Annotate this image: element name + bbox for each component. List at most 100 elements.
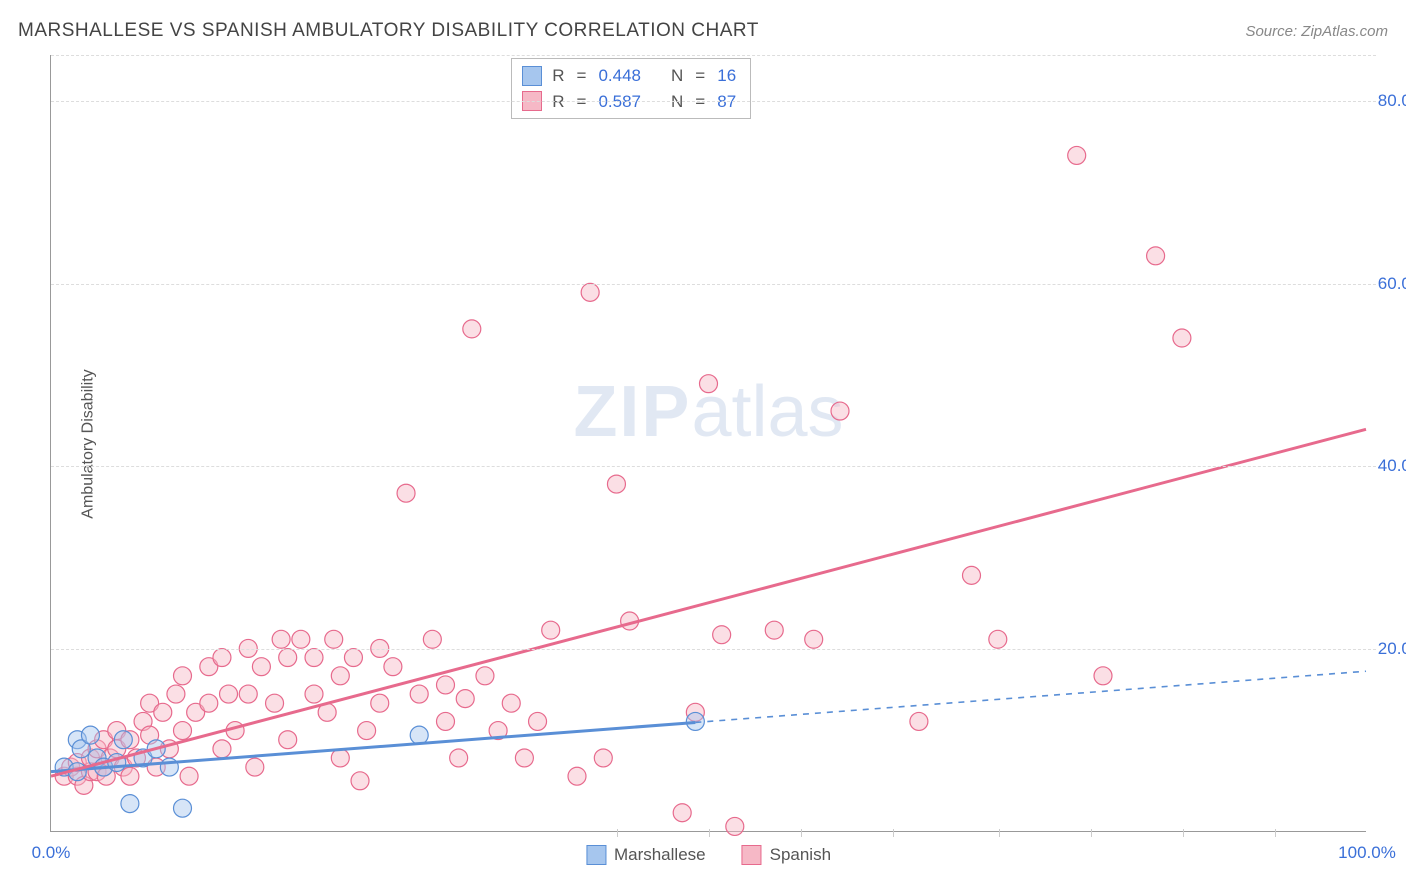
- data-point: [726, 817, 744, 835]
- data-point: [581, 283, 599, 301]
- r-value-0: 0.448: [598, 63, 641, 89]
- data-point: [305, 685, 323, 703]
- bottom-legend: Marshallese Spanish: [586, 845, 831, 865]
- xtick-minor: [1183, 829, 1184, 837]
- data-point: [305, 649, 323, 667]
- data-point: [529, 712, 547, 730]
- data-point: [568, 767, 586, 785]
- xtick-minor: [893, 829, 894, 837]
- legend-stats-box: R = 0.448 N = 16 R = 0.587 N = 87: [511, 58, 751, 119]
- data-point: [174, 722, 192, 740]
- data-point: [594, 749, 612, 767]
- chart-source: Source: ZipAtlas.com: [1245, 23, 1388, 40]
- data-point: [344, 649, 362, 667]
- data-point: [180, 767, 198, 785]
- data-point: [437, 676, 455, 694]
- xtick-minor: [709, 829, 710, 837]
- data-point: [154, 703, 172, 721]
- data-point: [213, 740, 231, 758]
- data-point: [831, 402, 849, 420]
- xtick-minor: [1275, 829, 1276, 837]
- xtick-minor: [617, 829, 618, 837]
- data-point: [292, 630, 310, 648]
- gridline-h: [51, 55, 1376, 56]
- data-point: [252, 658, 270, 676]
- data-point: [331, 667, 349, 685]
- data-point: [266, 694, 284, 712]
- n-value-0: 16: [717, 63, 736, 89]
- data-point: [272, 630, 290, 648]
- data-point: [121, 795, 139, 813]
- data-point: [397, 484, 415, 502]
- gridline-h: [51, 284, 1376, 285]
- data-point: [325, 630, 343, 648]
- data-point: [910, 712, 928, 730]
- data-point: [358, 722, 376, 740]
- legend-label-0: Marshallese: [614, 845, 706, 865]
- data-point: [351, 772, 369, 790]
- data-point: [542, 621, 560, 639]
- data-point: [331, 749, 349, 767]
- gridline-h: [51, 101, 1376, 102]
- data-point: [410, 685, 428, 703]
- ytick-label: 40.0%: [1371, 456, 1406, 476]
- data-point: [805, 630, 823, 648]
- data-point: [200, 694, 218, 712]
- gridline-h: [51, 466, 1376, 467]
- data-point: [450, 749, 468, 767]
- data-point: [213, 649, 231, 667]
- data-point: [456, 690, 474, 708]
- ytick-label: 60.0%: [1371, 274, 1406, 294]
- legend-item-marshallese: Marshallese: [586, 845, 706, 865]
- xtick-minor: [801, 829, 802, 837]
- data-point: [607, 475, 625, 493]
- eq-icon: =: [695, 63, 705, 89]
- data-point: [121, 767, 139, 785]
- data-point: [167, 685, 185, 703]
- data-point: [410, 726, 428, 744]
- data-point: [174, 667, 192, 685]
- ytick-label: 20.0%: [1371, 639, 1406, 659]
- data-point: [371, 694, 389, 712]
- swatch-spanish-bottom: [742, 845, 762, 865]
- data-point: [700, 375, 718, 393]
- data-point: [81, 726, 99, 744]
- eq-icon: =: [577, 63, 587, 89]
- data-point: [673, 804, 691, 822]
- data-point: [963, 566, 981, 584]
- data-point: [1094, 667, 1112, 685]
- data-point: [502, 694, 520, 712]
- chart-svg: [51, 55, 1366, 831]
- trend-line: [51, 429, 1366, 776]
- plot-container: Ambulatory Disability ZIPatlas R = 0.448…: [50, 55, 1366, 832]
- data-point: [384, 658, 402, 676]
- data-point: [765, 621, 783, 639]
- data-point: [423, 630, 441, 648]
- data-point: [246, 758, 264, 776]
- n-label-0: N: [671, 63, 683, 89]
- data-point: [1147, 247, 1165, 265]
- data-point: [1173, 329, 1191, 347]
- swatch-marshallese: [522, 66, 542, 86]
- data-point: [279, 649, 297, 667]
- plot-area: ZIPatlas R = 0.448 N = 16 R = 0.587: [50, 55, 1366, 832]
- legend-stats-row-0: R = 0.448 N = 16: [522, 63, 736, 89]
- data-point: [463, 320, 481, 338]
- data-point: [114, 731, 132, 749]
- data-point: [174, 799, 192, 817]
- swatch-marshallese-bottom: [586, 845, 606, 865]
- xtick-label: 0.0%: [32, 843, 71, 863]
- gridline-h: [51, 649, 1376, 650]
- data-point: [476, 667, 494, 685]
- data-point: [1068, 146, 1086, 164]
- chart-title: MARSHALLESE VS SPANISH AMBULATORY DISABI…: [18, 20, 759, 42]
- legend-item-spanish: Spanish: [742, 845, 831, 865]
- ytick-label: 80.0%: [1371, 91, 1406, 111]
- xtick-label: 100.0%: [1338, 843, 1396, 863]
- data-point: [239, 685, 257, 703]
- xtick-minor: [1091, 829, 1092, 837]
- data-point: [437, 712, 455, 730]
- chart-header: MARSHALLESE VS SPANISH AMBULATORY DISABI…: [18, 20, 1388, 42]
- trend-line-dashed: [695, 671, 1366, 722]
- data-point: [279, 731, 297, 749]
